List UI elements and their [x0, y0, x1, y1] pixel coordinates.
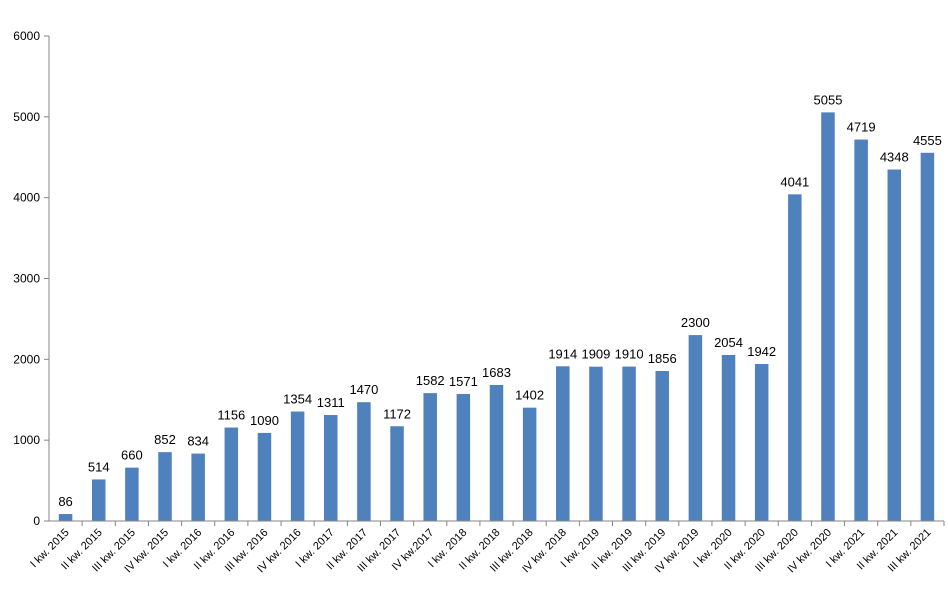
y-tick-label: 6000: [13, 29, 40, 43]
bar: [754, 364, 769, 521]
y-axis-ticks: 0 1000 2000 3000 4000 5000 6000: [13, 29, 49, 528]
bars: [58, 112, 935, 522]
bar: [854, 139, 868, 522]
data-label: 1914: [548, 346, 577, 361]
data-label: 1156: [217, 408, 245, 423]
y-tick-label: 3000: [13, 272, 40, 286]
bar: [456, 394, 471, 521]
bar: [920, 152, 935, 521]
data-label: 1942: [747, 344, 776, 359]
data-label: 2054: [714, 335, 743, 350]
bar: [655, 370, 669, 521]
bar: [158, 452, 172, 521]
bar: [290, 411, 305, 521]
y-tick-label: 1000: [13, 433, 40, 447]
data-label: 1909: [581, 347, 610, 362]
data-label: 1311: [317, 395, 345, 410]
data-label: 660: [121, 448, 143, 463]
bar: [721, 354, 736, 521]
bar: [224, 427, 239, 521]
data-label: 4348: [880, 150, 909, 165]
bar: [821, 112, 835, 521]
bar: [357, 402, 371, 521]
bar: [423, 393, 437, 521]
bar: [125, 467, 139, 521]
data-label: 834: [187, 434, 209, 449]
data-label: 86: [58, 494, 72, 509]
data-label: 5055: [814, 92, 843, 107]
bar: [489, 384, 504, 521]
bar: [191, 453, 205, 521]
bar: [91, 479, 106, 521]
bar: [788, 194, 802, 522]
y-tick-label: 4000: [13, 191, 40, 205]
data-label: 852: [154, 432, 176, 447]
data-label: 1582: [416, 373, 445, 388]
bar: [390, 426, 404, 521]
bar: [887, 169, 902, 521]
data-label: 1683: [482, 365, 511, 380]
data-label: 1402: [515, 388, 544, 403]
y-tick-label: 0: [33, 514, 40, 528]
data-label: 1172: [383, 406, 411, 421]
data-label: 4719: [847, 120, 876, 135]
data-label: 1354: [283, 392, 312, 407]
data-label: 1910: [615, 347, 644, 362]
bar: [688, 335, 703, 521]
data-label: 2300: [681, 315, 710, 330]
y-tick-label: 2000: [13, 352, 40, 366]
bar: [589, 366, 603, 521]
data-label: 1571: [449, 374, 478, 389]
bar: [622, 366, 636, 521]
data-label: 1856: [648, 351, 677, 366]
bar: [257, 432, 272, 521]
bar: [324, 415, 338, 521]
data-label: 1470: [349, 382, 378, 397]
bar: [522, 407, 537, 521]
bar: [58, 514, 73, 521]
bar: [556, 366, 570, 521]
data-label: 4041: [780, 174, 809, 189]
data-label: 1090: [250, 413, 279, 428]
data-label: 514: [88, 459, 110, 474]
data-label: 4555: [913, 133, 942, 148]
axes: [48, 36, 945, 526]
data-labels: 86 514 660 852 834 1156 1090 1354 1311 1470 1172 15…: [58, 92, 942, 509]
y-tick-label: 5000: [13, 110, 40, 124]
